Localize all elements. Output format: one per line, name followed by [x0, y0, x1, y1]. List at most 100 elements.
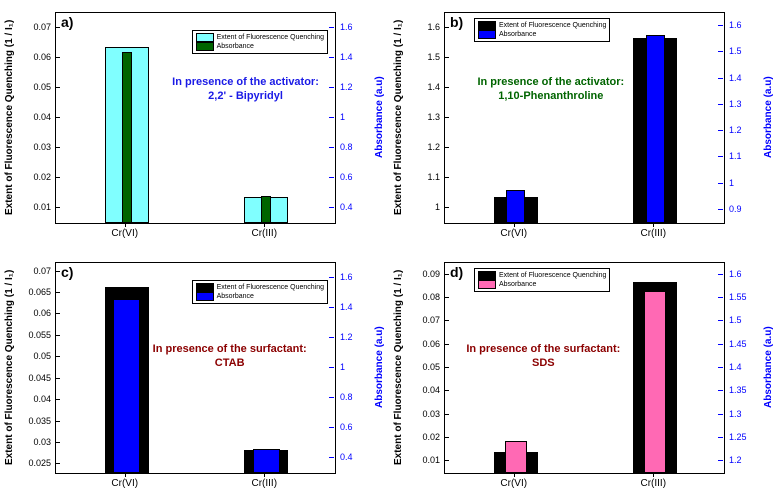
y-left-tick: 0.04 — [21, 112, 51, 122]
legend-label: Extent of Fluorescence Quenching — [499, 272, 606, 279]
x-category-label: Cr(III) — [251, 478, 277, 489]
panel-tag: c) — [61, 264, 73, 280]
bar — [122, 52, 132, 224]
y-left-tick: 0.07 — [410, 315, 440, 325]
y-left-tick: 0.04 — [21, 394, 51, 404]
y-right-tick: 1.25 — [729, 432, 759, 442]
y-left-tick: 1.2 — [410, 142, 440, 152]
y-left-tick: 0.03 — [21, 142, 51, 152]
y-axis-right-label: Absorbance (a.u) — [763, 12, 774, 222]
bar — [505, 441, 527, 473]
legend-swatch — [196, 33, 214, 42]
y-left-tick: 0.01 — [21, 202, 51, 212]
legend-label: Extent of Fluorescence Quenching — [217, 34, 324, 41]
bar — [253, 449, 280, 474]
legend-item: Absorbance — [196, 292, 324, 301]
y-right-tick: 1.4 — [340, 52, 370, 62]
legend: Extent of Fluorescence QuenchingAbsorban… — [192, 280, 328, 304]
y-right-tick: 0.6 — [340, 172, 370, 182]
legend-label: Absorbance — [217, 43, 254, 50]
y-axis-left-label: Extent of Fluorescence Quenching (1 / I₁… — [4, 262, 15, 472]
y-right-tick: 1.6 — [729, 20, 759, 30]
plot-area — [444, 12, 725, 224]
y-axis-left-label: Extent of Fluorescence Quenching (1 / I₁… — [4, 12, 15, 222]
y-left-tick: 1.3 — [410, 112, 440, 122]
legend-swatch — [196, 292, 214, 301]
figure-grid: a) Extent of Fluorescence Quenching (1 / … — [0, 0, 778, 500]
y-right-tick: 1.3 — [729, 409, 759, 419]
y-right-tick: 1.3 — [729, 99, 759, 109]
y-right-tick: 0.8 — [340, 142, 370, 152]
y-right-tick: 1.5 — [729, 46, 759, 56]
y-left-tick: 0.07 — [21, 22, 51, 32]
panel-a: a) Extent of Fluorescence Quenching (1 / … — [0, 0, 389, 250]
y-left-tick: 0.065 — [21, 287, 51, 297]
annotation-text: In presence of the surfactant:SDS — [466, 342, 620, 371]
y-right-tick: 0.8 — [340, 392, 370, 402]
y-right-tick: 1 — [340, 362, 370, 372]
y-left-tick: 0.02 — [21, 172, 51, 182]
y-right-tick: 1.2 — [340, 82, 370, 92]
panel-c: c) Extent of Fluorescence Quenching (1 / … — [0, 250, 389, 500]
bar — [113, 299, 140, 474]
y-right-tick: 1 — [729, 178, 759, 188]
y-right-tick: 1.35 — [729, 385, 759, 395]
x-category-label: Cr(III) — [640, 478, 666, 489]
y-left-tick: 0.09 — [410, 269, 440, 279]
y-right-tick: 1.5 — [729, 315, 759, 325]
y-left-tick: 0.05 — [21, 82, 51, 92]
x-category-label: Cr(VI) — [111, 228, 138, 239]
y-left-tick: 0.05 — [21, 351, 51, 361]
y-right-tick: 1.2 — [729, 125, 759, 135]
legend: Extent of Fluorescence Quenching Absorban… — [192, 30, 328, 54]
x-category-label: Cr(VI) — [500, 478, 527, 489]
y-left-tick: 0.03 — [21, 437, 51, 447]
legend-label: Absorbance — [499, 281, 536, 288]
legend-swatch — [478, 21, 496, 30]
y-left-tick: 1 — [410, 202, 440, 212]
y-axis-right-label: Absorbance (a.u) — [374, 12, 385, 222]
y-left-tick: 0.01 — [410, 455, 440, 465]
y-left-tick: 0.06 — [21, 52, 51, 62]
panel-d: d)Extent of Fluorescence Quenching (1 / … — [389, 250, 778, 500]
bar — [506, 190, 525, 224]
bar — [644, 291, 666, 473]
y-right-tick: 1.6 — [340, 22, 370, 32]
y-axis-left-label: Extent of Fluorescence Quenching (1 / I₁… — [393, 12, 404, 222]
y-right-tick: 1.4 — [729, 362, 759, 372]
y-right-tick: 1.4 — [340, 302, 370, 312]
panel-tag: d) — [450, 264, 463, 280]
y-left-tick: 0.025 — [21, 458, 51, 468]
y-right-tick: 0.9 — [729, 204, 759, 214]
legend-swatch — [478, 271, 496, 280]
legend-item: Absorbance — [478, 280, 606, 289]
legend-item: Extent of Fluorescence Quenching — [196, 283, 324, 292]
y-left-tick: 1.4 — [410, 82, 440, 92]
y-left-tick: 1.6 — [410, 22, 440, 32]
legend-item: Absorbance — [196, 42, 324, 51]
legend-label: Extent of Fluorescence Quenching — [499, 22, 606, 29]
panel-tag: a) — [61, 14, 73, 30]
legend-item: Extent of Fluorescence Quenching — [196, 33, 324, 42]
legend: Extent of Fluorescence Quenching Absorban… — [474, 268, 610, 292]
y-axis-right-label: Absorbance (a.u) — [374, 262, 385, 472]
y-left-tick: 0.07 — [21, 266, 51, 276]
bar — [646, 35, 665, 223]
legend-swatch — [478, 30, 496, 39]
y-right-tick: 1 — [340, 112, 370, 122]
x-category-label: Cr(III) — [640, 228, 666, 239]
y-left-tick: 0.06 — [410, 339, 440, 349]
y-right-tick: 0.4 — [340, 452, 370, 462]
y-left-tick: 0.045 — [21, 373, 51, 383]
y-right-tick: 0.6 — [340, 422, 370, 432]
annotation-text: In presence of the surfactant:CTAB — [153, 342, 307, 371]
y-left-tick: 0.035 — [21, 416, 51, 426]
x-category-label: Cr(III) — [251, 228, 277, 239]
x-category-label: Cr(VI) — [111, 478, 138, 489]
legend-item: Absorbance — [478, 30, 606, 39]
y-left-tick: 0.08 — [410, 292, 440, 302]
y-left-tick: 0.02 — [410, 432, 440, 442]
panel-tag: b) — [450, 14, 463, 30]
annotation-text: In presence of the activator:1,10-Phenan… — [477, 75, 624, 104]
y-left-tick: 0.055 — [21, 330, 51, 340]
